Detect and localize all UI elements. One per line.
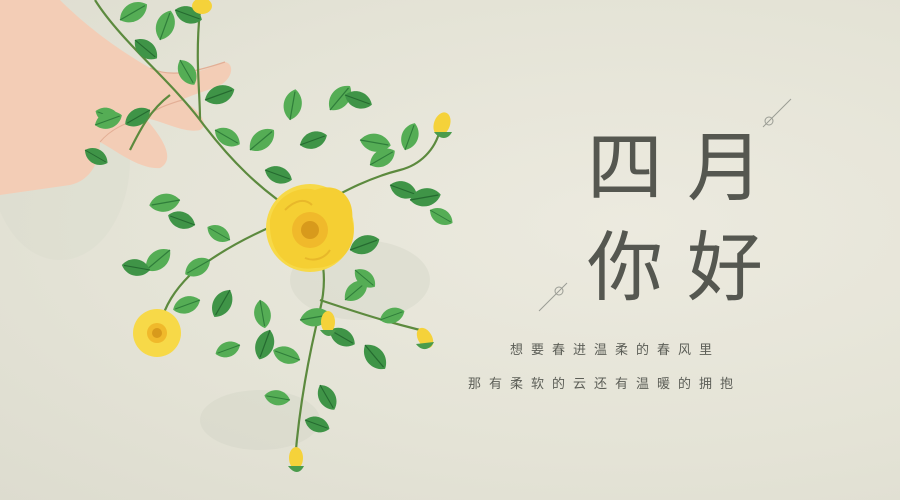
title-char-1: 四 [587,123,663,212]
yellow-rose-icon [266,184,354,272]
small-rose-icon [133,309,181,357]
title-char-2: 月 [687,123,763,212]
title-char-3: 你 [587,223,663,312]
line-circle-ornament-icon [538,282,568,312]
line-circle-ornament-icon [762,98,792,128]
flower-bud-icon [192,0,452,472]
page-title: 四 月 你 好 [575,118,775,318]
subtitle-line-2: 那有柔软的云还有温暖的拥抱 [468,377,742,392]
title-char-4: 好 [687,223,763,312]
subtitle-line-1: 想要春进温柔的春风里 [510,343,721,358]
